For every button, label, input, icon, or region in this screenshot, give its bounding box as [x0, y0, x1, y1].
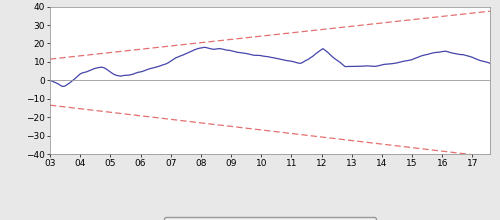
Legend: CUSUM, 5% Significance: CUSUM, 5% Significance: [164, 217, 376, 220]
